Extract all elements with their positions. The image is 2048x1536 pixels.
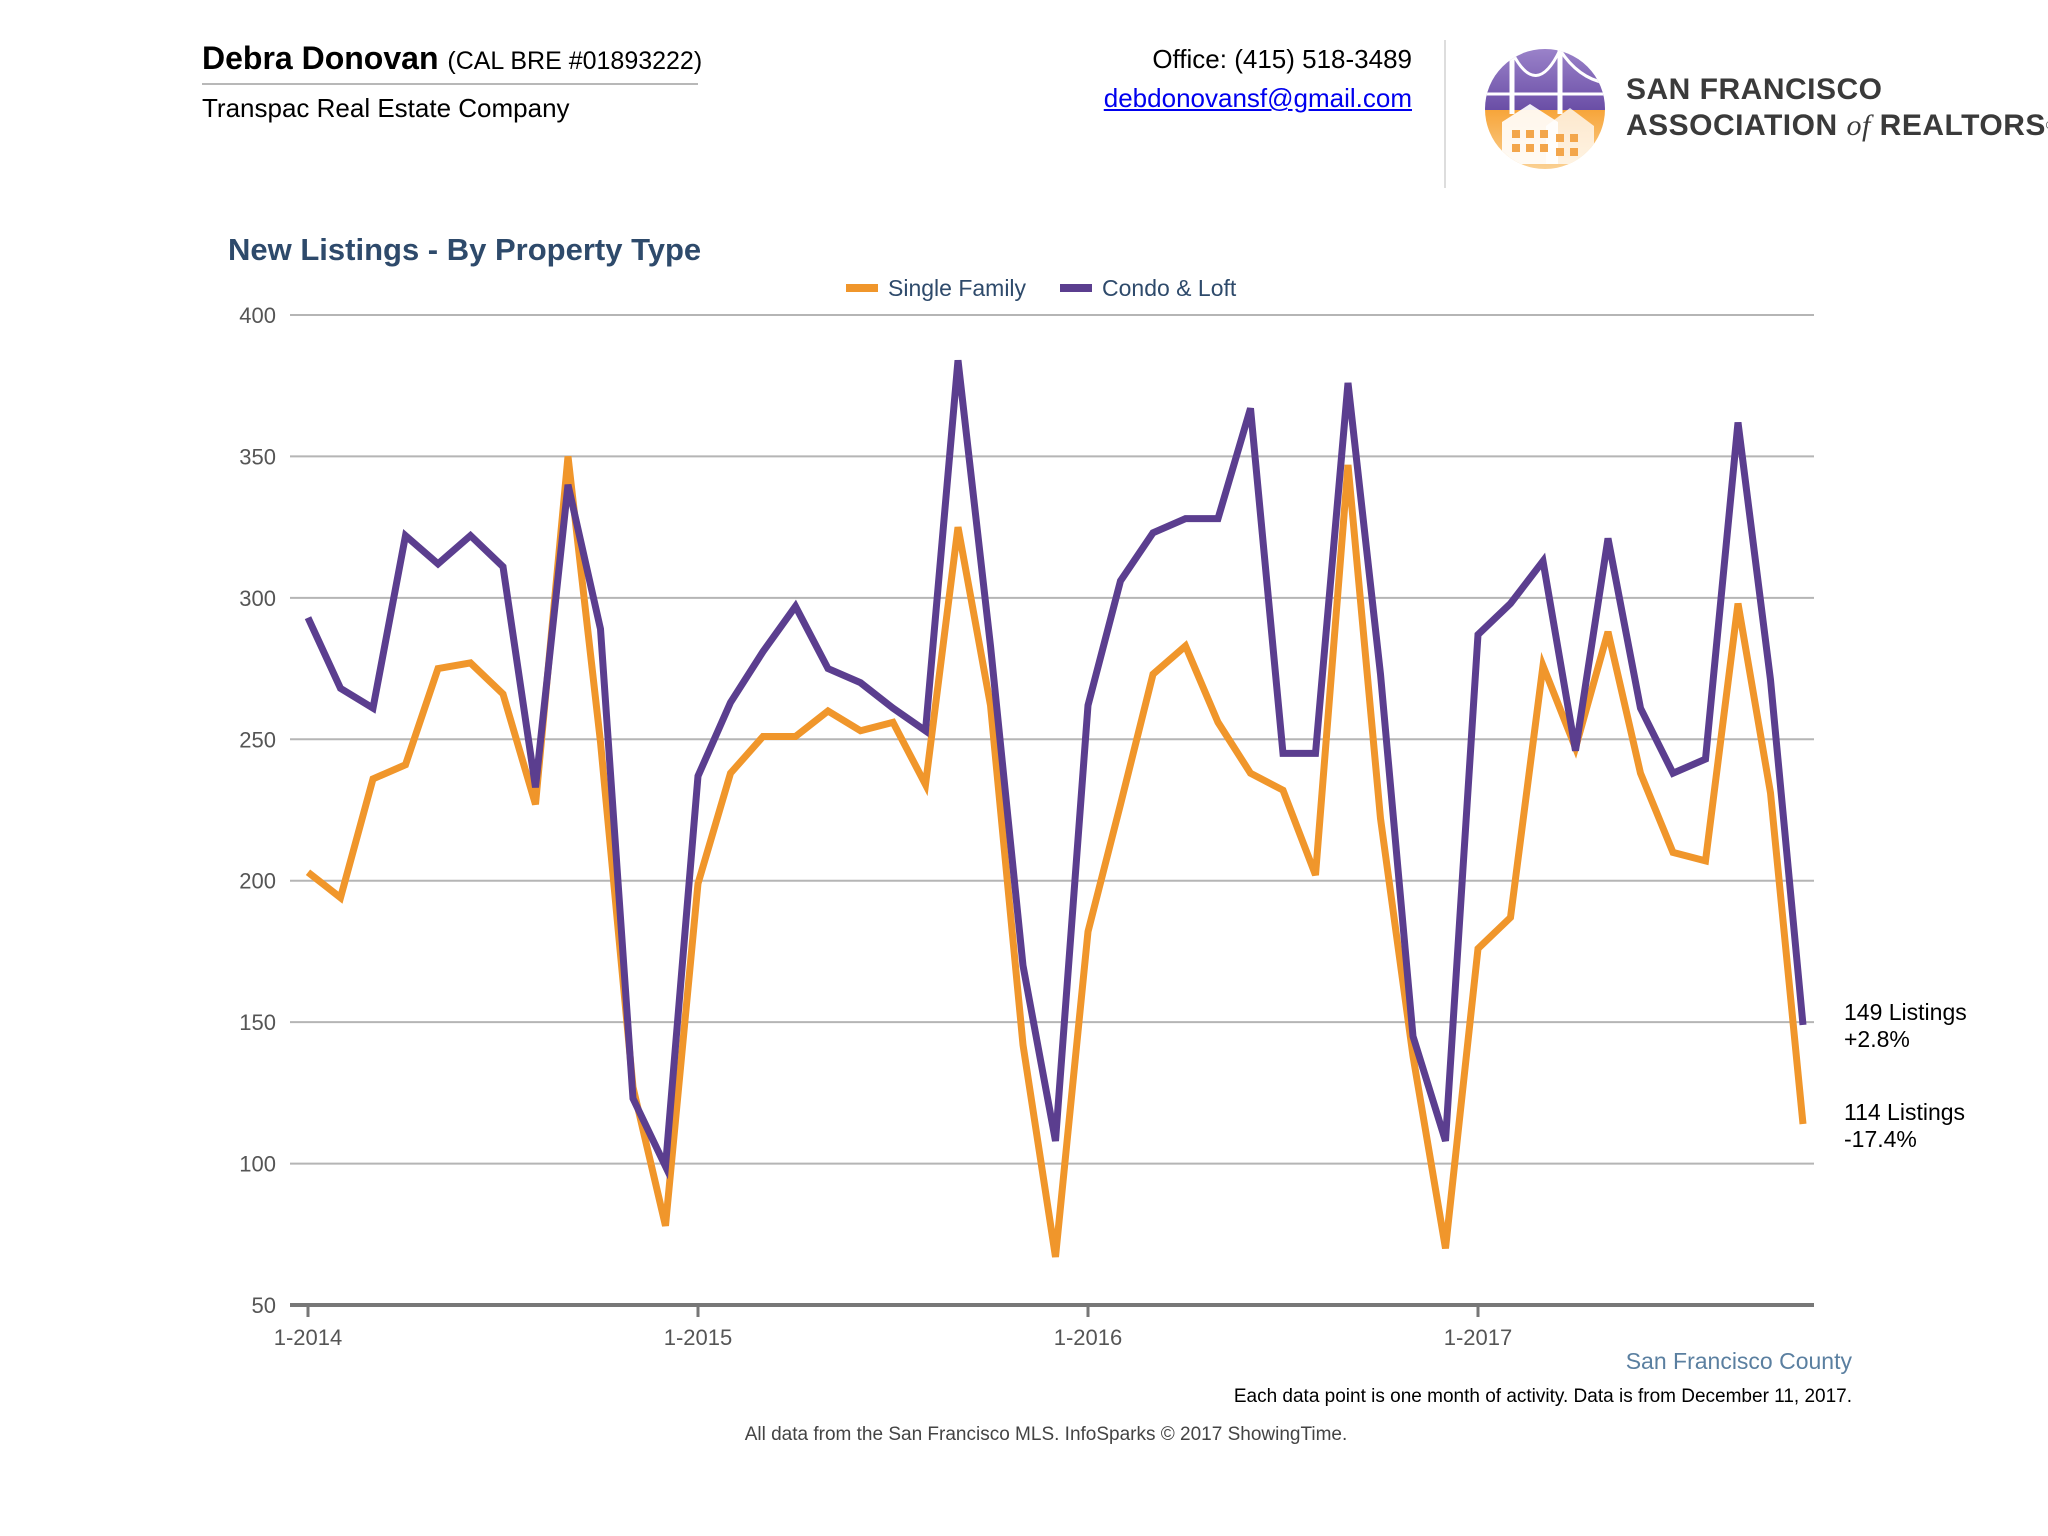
logo-text: SAN FRANCISCO ASSOCIATION of REALTORS®	[1626, 72, 2048, 144]
contact-info: Office: (415) 518-3489 debdonovansf@gmai…	[1104, 44, 1412, 114]
y-tick-label: 50	[252, 1293, 276, 1318]
y-tick-label: 250	[239, 727, 276, 752]
x-tick-label: 1-2017	[1444, 1325, 1513, 1350]
email-link[interactable]: debdonovansf@gmail.com	[1103, 83, 1412, 113]
legend-label: Condo & Loft	[1102, 275, 1237, 301]
agent-info: Debra Donovan (CAL BRE #01893222) Transp…	[202, 40, 702, 124]
y-axis: 50 100 150 200 250 300 350 400	[239, 303, 276, 1318]
y-tick-label: 300	[239, 586, 276, 611]
y-tick-label: 100	[239, 1152, 276, 1177]
series-line-condo-loft	[304, 359, 1807, 1180]
y-tick-label: 200	[239, 869, 276, 894]
logo-line2: ASSOCIATION of REALTORS®	[1626, 109, 2048, 142]
chart-annotations: 149 Listings+2.8% 114 Listings-17.4%	[1844, 999, 1967, 1152]
end-label-change: -17.4%	[1844, 1126, 1917, 1152]
company-name: Transpac Real Estate Company	[202, 93, 570, 123]
y-tick-label: 150	[239, 1010, 276, 1035]
header-divider	[1444, 40, 1446, 188]
chart-grid	[290, 314, 1814, 1165]
chart-title: New Listings - By Property Type	[228, 232, 701, 267]
x-tick-label: 1-2016	[1054, 1325, 1123, 1350]
y-tick-label: 350	[239, 444, 276, 469]
sfar-logo: SAN FRANCISCO ASSOCIATION of REALTORS®	[1482, 44, 2048, 174]
logo-line1: SAN FRANCISCO	[1626, 73, 1883, 106]
golden-gate-logo-icon	[1485, 49, 1605, 169]
county-label: San Francisco County	[1626, 1348, 1853, 1374]
agent-name: Debra Donovan	[202, 40, 439, 76]
y-tick-label: 400	[239, 303, 276, 328]
agent-line: Debra Donovan (CAL BRE #01893222)	[202, 40, 702, 77]
x-tick-label: 1-2015	[664, 1325, 733, 1350]
legend-label: Single Family	[888, 275, 1027, 301]
end-label-listings: 149 Listings	[1844, 999, 1967, 1025]
chart-series	[304, 359, 1807, 1258]
data-note: Each data point is one month of activity…	[1234, 1386, 1852, 1407]
end-label-listings: 114 Listings	[1844, 1099, 1965, 1125]
end-label-change: +2.8%	[1844, 1026, 1910, 1052]
office-phone: Office: (415) 518-3489	[1152, 44, 1412, 74]
agent-license: (CAL BRE #01893222)	[447, 47, 703, 75]
data-source: All data from the San Francisco MLS. Inf…	[745, 1424, 1348, 1445]
x-tick-label: 1-2014	[274, 1325, 343, 1350]
agent-underline	[202, 83, 698, 85]
chart-legend: Single Family Condo & Loft	[846, 275, 1237, 301]
x-axis: 1-2014 1-2015 1-2016 1-2017	[274, 1303, 1814, 1350]
